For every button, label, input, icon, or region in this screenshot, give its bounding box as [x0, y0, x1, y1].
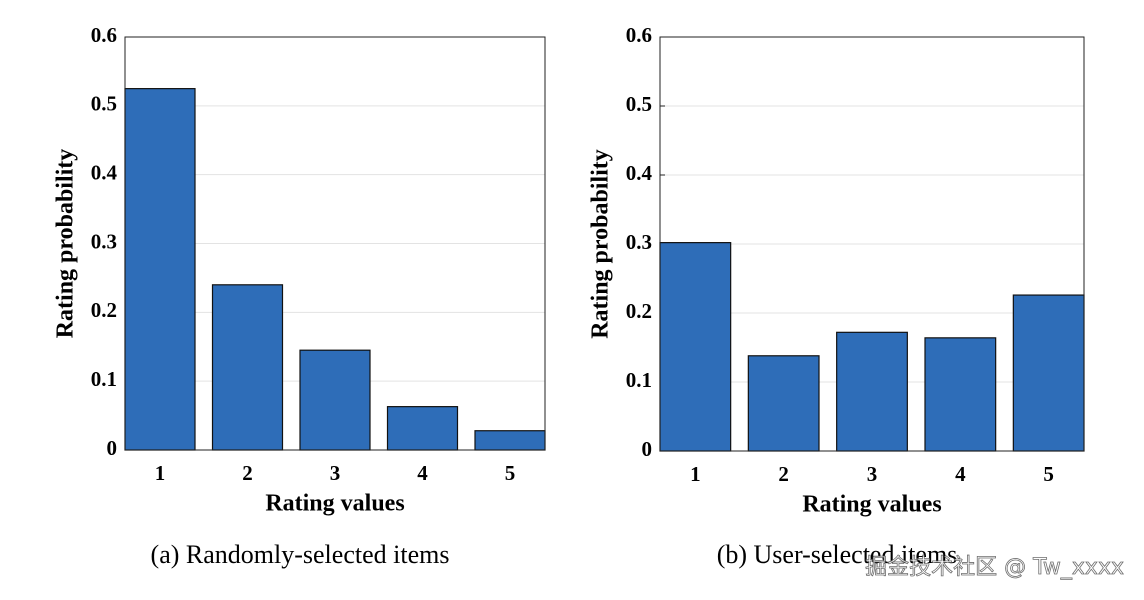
y-tick-label: 0.1	[91, 367, 117, 391]
bar	[211, 284, 284, 451]
y-tick-label: 0.6	[626, 23, 652, 47]
bar	[386, 406, 459, 451]
y-axis-label: Rating probability	[53, 149, 79, 339]
y-tick-label: 0.5	[91, 92, 117, 116]
bar	[124, 88, 196, 451]
x-tick-label: 1	[690, 462, 701, 486]
x-tick-label: 3	[330, 461, 341, 485]
x-axis-label: Rating values	[802, 492, 941, 518]
y-tick-label: 0	[642, 437, 653, 461]
y-tick-label: 0.6	[91, 23, 117, 47]
x-tick-label: 4	[955, 462, 966, 486]
y-tick-label: 0.5	[626, 92, 652, 116]
y-tick-label: 0	[107, 436, 118, 460]
y-tick-label: 0.4	[626, 161, 653, 185]
x-tick-label: 1	[155, 461, 166, 485]
x-tick-label: 2	[778, 462, 789, 486]
x-tick-label: 4	[417, 461, 428, 485]
caption: (b) User-selected items	[717, 540, 958, 569]
y-tick-label: 0.3	[626, 230, 652, 254]
y-axis-label: Rating probability	[588, 149, 614, 339]
y-tick-label: 0.3	[91, 229, 117, 253]
watermark: 掘金技术社区 @ Tw_xxxx	[865, 555, 1124, 580]
bar	[299, 349, 371, 451]
x-tick-label: 3	[867, 462, 878, 486]
caption: (a) Randomly-selected items	[151, 540, 450, 569]
x-axis-label: Rating values	[265, 491, 404, 517]
plot-frame	[659, 36, 1085, 452]
y-tick-label: 0.2	[626, 299, 652, 323]
y-tick-label: 0.1	[626, 368, 652, 392]
bar	[924, 337, 997, 452]
bar	[836, 331, 908, 452]
y-tick-label: 0.2	[91, 298, 117, 322]
x-tick-label: 5	[1043, 462, 1054, 486]
bar	[747, 355, 820, 452]
bar	[1012, 294, 1085, 452]
y-tick-label: 0.4	[91, 160, 118, 184]
x-tick-label: 2	[242, 461, 253, 485]
x-tick-label: 5	[505, 461, 516, 485]
bar	[659, 242, 732, 452]
bar	[474, 430, 546, 451]
plot-frame	[124, 36, 546, 451]
